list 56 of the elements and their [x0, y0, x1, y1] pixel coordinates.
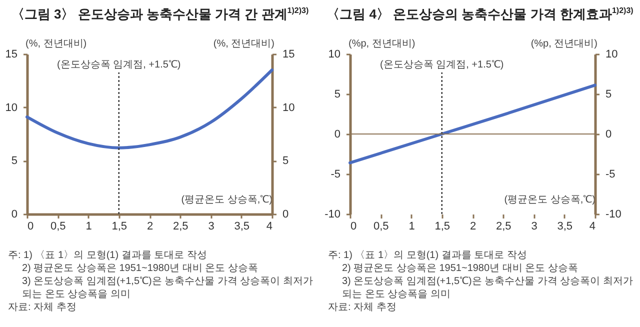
x-tick-label: 3,5 — [234, 220, 250, 232]
text: 3) 온도상승폭 임계점(+1,5℃)은 농축수산물 가격 상승폭이 최저가 되는 온도 상승폭을 의미 — [21, 275, 314, 301]
y2-tick-label: 5 — [606, 88, 612, 100]
y-tick-label: 10 — [328, 48, 340, 60]
text: 3) 온도상승폭 임계점(+1,5℃)은 농축수산물 가격 상승폭이 최저가 되는 온도 상승폭을 의미 — [341, 275, 634, 301]
chart-title: 〈그림 3〉 온도상승과 농축수산물 가격 간 관계$^{1)2)3)}$ — [10, 5, 310, 22]
x-axis-title: (평균온도 상승폭,℃) — [181, 194, 272, 206]
ref-line-label: (온도상승폭 임계점, +1.5℃) — [57, 59, 181, 70]
text: 2) 평균온도 상승폭은 1951~1980년 대비 온도 상승폭 — [21, 262, 259, 275]
x-tick-label: 4 — [589, 220, 596, 232]
y-tick-label: -5 — [330, 168, 340, 180]
x-tick-label: 3 — [208, 220, 214, 232]
y2-tick-label: 5 — [282, 155, 289, 168]
y-axis-title: (%, 전년대비) — [26, 38, 87, 50]
y-tick-label: 0 — [334, 128, 340, 140]
y2-axis-title: (%p, 전년대비) — [530, 38, 598, 50]
y2-tick-label: 0 — [282, 208, 289, 220]
x-tick-label: 0 — [28, 220, 34, 232]
y-tick-label: -10 — [324, 208, 340, 220]
x-tick-label: 1,5 — [434, 220, 450, 232]
x-tick-label: 2 — [146, 220, 154, 232]
line-series — [26, 68, 274, 150]
x-tick-label: 2,5 — [496, 220, 512, 232]
y2-tick-label: 10 — [282, 102, 295, 114]
y-tick-label: 5 — [334, 88, 340, 100]
y-axis-title: (%p, 전년대비) — [348, 38, 416, 50]
y2-tick-label: -10 — [606, 208, 622, 220]
text: 2) 평균온도 상승폭은 1951~1980년 대비 온도 상승폭 — [341, 262, 579, 275]
y2-tick-label: 15 — [282, 48, 295, 60]
x-tick-label: 3 — [531, 220, 538, 232]
y2-tick-label: -5 — [606, 168, 616, 180]
ref-line-label: (온도상승폭 임계점, +1.5℃) — [380, 59, 504, 70]
y2-tick-label: 0 — [606, 128, 612, 140]
y2-tick-label: 10 — [606, 48, 618, 60]
y2-axis-title: (%, 전년대비) — [213, 38, 274, 50]
x-tick-label: 1 — [408, 220, 415, 232]
text: 자료: 자체 추정 — [8, 301, 78, 314]
x-tick-label: 2 — [470, 220, 476, 232]
text: 주: 1) 〈표 1〉의 모형(1) 결과를 토대로 작성 — [328, 249, 528, 262]
x-tick-label: 0,5 — [50, 220, 66, 232]
y-tick-label: 0 — [11, 208, 18, 220]
chart-title: 〈그림 4〉 온도상승의 농축수산물 가격 한계효과$^{1)2)3)}$ — [326, 5, 634, 22]
x-tick-label: 0,5 — [373, 220, 389, 232]
x-tick-label: 1 — [86, 220, 92, 232]
x-axis-title: (평균온도 상승폭,℃) — [504, 194, 596, 206]
line-series — [348, 84, 596, 164]
y-tick-label: 15 — [5, 48, 18, 60]
y-tick-label: 10 — [5, 102, 18, 114]
x-tick-label: 4 — [266, 220, 272, 232]
x-tick-label: 2,5 — [172, 220, 188, 232]
text: 자료: 자체 추정 — [328, 301, 398, 314]
x-tick-label: 1,5 — [112, 220, 128, 232]
text: 주: 1) 〈표 1〉의 모형(1) 결과를 토대로 작성 — [8, 249, 208, 262]
x-tick-label: 3,5 — [557, 220, 573, 232]
x-tick-label: 0 — [350, 220, 357, 232]
y-tick-label: 5 — [11, 155, 18, 168]
